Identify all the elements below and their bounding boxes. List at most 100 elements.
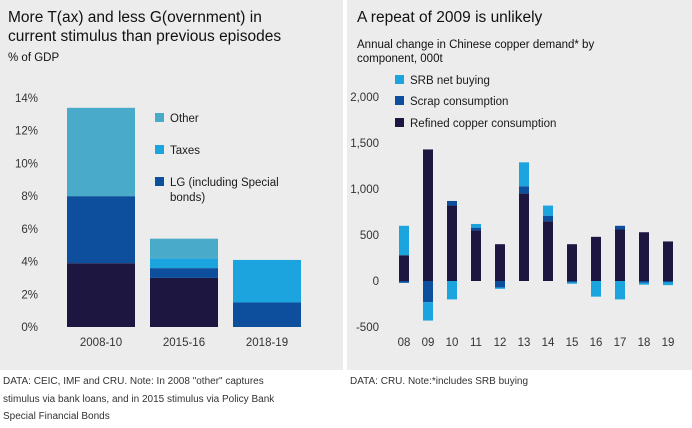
bar-segment-19-1 [663,281,673,283]
legend-swatch-0 [155,113,164,122]
bar-segment-16-0 [591,236,601,281]
right-chart-subtitle: Annual change in Chinese copper demand* … [357,38,594,66]
x-tick-label: 15 [566,337,579,349]
legend-label-0: SRB net buying [410,75,490,87]
bar-segment-15-0 [567,244,577,281]
y-tick-label: 1,000 [350,184,379,196]
bar-segment-2015-16-2 [150,258,218,269]
bar-segment-13-1 [519,186,529,194]
bar-segment-18-2 [639,282,649,285]
bar-segment-09-2 [423,302,433,321]
left-footnote: DATA: CEIC, IMF and CRU. Note: In 2008 "… [3,373,343,426]
y-tick-label: 500 [360,230,379,242]
left-footnote-line-3: Special Financial Bonds [3,411,110,422]
bar-segment-18-1 [639,281,649,283]
x-tick-label: 09 [422,337,435,349]
bar-segment-08-1 [399,281,409,283]
legend-swatch-0 [395,75,404,84]
y-tick-label: 14% [15,93,38,105]
legend-label-1: Scrap consumption [410,96,508,108]
legend-swatch-2 [395,118,404,127]
bar-segment-2008-10-0 [67,263,135,327]
bar-segment-2008-10-1 [67,196,135,264]
bar-segment-17-2 [615,281,625,300]
x-tick-label: 2008-10 [80,337,122,349]
right-chart-subtitle-line-2: component, 000t [357,53,443,65]
bar-segment-2008-10-3 [67,107,135,197]
left-chart-panel: More T(ax) and less G(overnment) in curr… [0,0,343,370]
legend-label-2: LG (including Special [170,177,279,189]
legend-label-2: Refined copper consumption [410,118,556,130]
right-footnote: DATA: CRU. Note:*includes SRB buying [350,376,529,387]
bar-segment-10-0 [447,205,457,281]
bar-segment-12-1 [495,281,505,288]
x-tick-label: 14 [542,337,555,349]
x-tick-label: 18 [638,337,651,349]
legend-swatch-1 [395,96,404,105]
bar-segment-11-1 [471,227,481,231]
bar-segment-17-1 [615,225,625,230]
bar-segment-19-0 [663,241,673,281]
bar-segment-2018-19-2 [233,259,301,303]
bar-segment-19-2 [663,282,673,286]
right-chart-subtitle-line-1: Annual change in Chinese copper demand* … [357,39,595,51]
bar-segment-16-2 [591,281,601,297]
x-tick-label: 11 [470,337,482,349]
y-tick-label: 0% [21,322,38,334]
bar-segment-14-1 [543,215,553,222]
bar-segment-2015-16-0 [150,277,218,327]
legend-label-2: bonds) [170,192,205,204]
left-footnote-line-2: stimulus via bank loans, and in 2015 sti… [3,393,275,405]
bar-segment-11-2 [471,223,481,228]
left-chart-title-line-2: current stimulus than previous episodes [8,28,282,45]
legend-label-1: Taxes [170,145,200,157]
y-tick-label: -500 [356,322,379,334]
bar-segment-10-2 [447,281,457,300]
bar-segment-13-0 [519,193,529,281]
y-tick-label: 6% [21,224,38,236]
bar-segment-14-2 [543,205,553,216]
y-tick-label: 1,500 [350,138,379,150]
left-chart-plot: 0% 2% 4% 6% 8% 10% 12% 14% 2008-10 2015-16 2018-19… [15,93,301,349]
x-tick-label: 10 [446,337,459,349]
bar-segment-08-2 [399,225,409,256]
right-chart-plot: -500 0 500 1,000 1,500 2,000 08 09 10 11 12 13 14 15 1… [350,75,674,349]
bar-segment-12-2 [495,287,505,289]
right-chart-panel: A repeat of 2009 is unlikely Annual chan… [347,0,692,370]
left-chart-title-line-1: More T(ax) and less G(overnment) in [8,9,262,26]
y-tick-label: 4% [21,257,38,269]
bar-segment-2018-19-1 [233,302,301,327]
bar-segment-17-0 [615,229,625,281]
bar-segment-14-0 [543,221,553,281]
bar-segment-13-2 [519,162,529,187]
x-tick-label: 12 [494,337,507,349]
bar-segment-2015-16-3 [150,238,218,259]
y-tick-label: 8% [21,191,38,203]
bar-segment-08-0 [399,255,409,281]
right-chart-title: A repeat of 2009 is unlikely [357,9,543,26]
x-tick-label: 2018-19 [246,337,288,349]
x-tick-label: 08 [398,337,411,349]
left-footnote-line-1: DATA: CEIC, IMF and CRU. Note: In 2008 "… [3,376,264,387]
y-tick-label: 12% [15,126,38,138]
bar-segment-09-1 [423,281,433,303]
y-tick-label: 2% [21,289,38,301]
x-tick-label: 17 [614,337,627,349]
legend-label-0: Other [170,113,199,125]
left-chart-ylabel: % of GDP [8,52,60,64]
legend-swatch-1 [155,145,164,154]
x-tick-label: 13 [518,337,531,349]
y-tick-label: 2,000 [350,92,379,104]
y-tick-label: 0 [373,276,379,288]
legend-swatch-2 [155,177,164,186]
x-tick-label: 2015-16 [163,337,205,349]
bar-segment-11-0 [471,230,481,281]
bar-segment-15-2 [567,282,577,284]
bar-segment-2015-16-1 [150,268,218,278]
bar-segment-09-0 [423,149,433,281]
bar-segment-10-1 [447,200,457,206]
bar-segment-15-1 [567,281,577,283]
y-tick-label: 10% [15,158,38,170]
left-chart-title: More T(ax) and less G(overnment) in curr… [8,8,281,46]
bar-segment-18-0 [639,232,649,281]
